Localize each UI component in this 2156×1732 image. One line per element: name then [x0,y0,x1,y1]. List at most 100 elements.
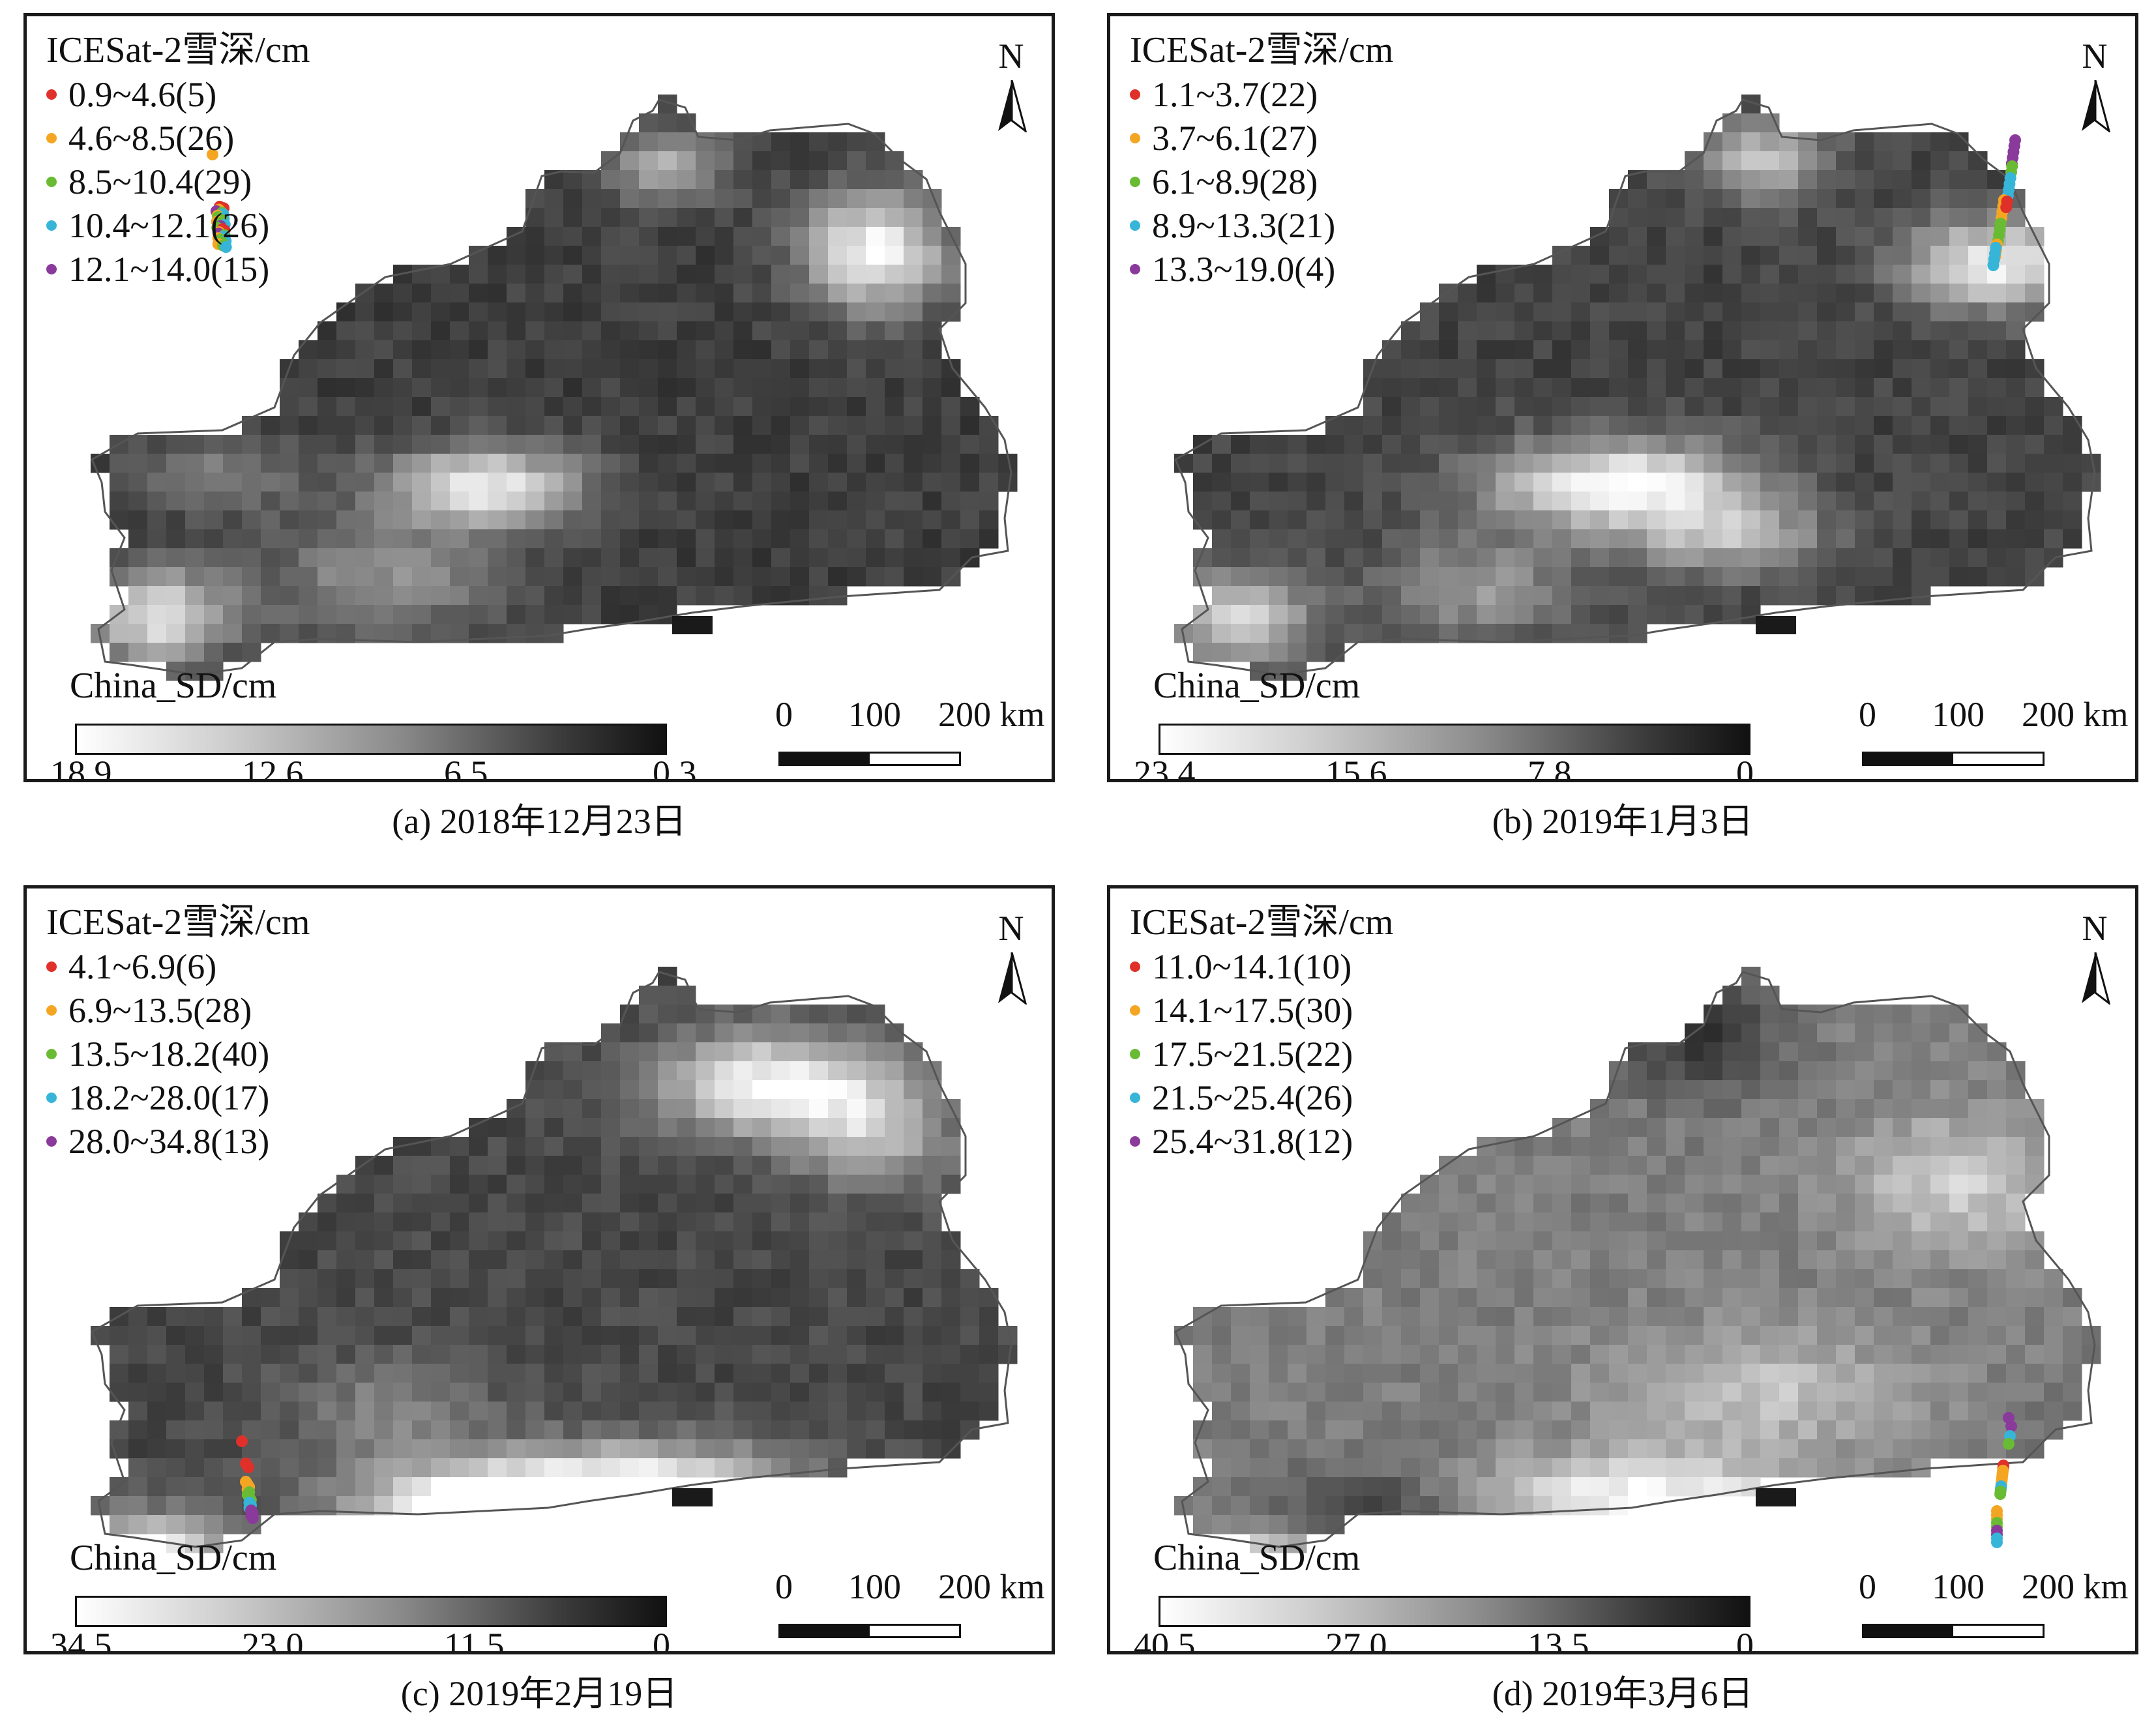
raster-cell [790,454,810,473]
raster-cell [507,321,526,341]
raster-cell [790,1326,810,1345]
raster-cell [431,529,450,549]
raster-cell [752,1137,772,1156]
raster-cell [1344,510,1364,530]
raster-cell [1231,1326,1250,1345]
colorbar [75,1596,667,1627]
raster-cell [1609,284,1629,303]
region-boundary [91,971,1012,1548]
raster-cell [1496,1420,1515,1440]
raster-cell [299,1383,318,1402]
raster-cell [1590,1402,1610,1421]
raster-cell [1382,435,1402,454]
track-point-red [236,1435,248,1447]
raster-cell [1704,529,1723,549]
raster-cell [374,1212,394,1232]
raster-cell [658,435,677,454]
raster-cell [488,1439,507,1459]
raster-cell [2025,1307,2045,1327]
legend-label: 11.0~14.1(10) [1152,947,1352,986]
raster-cell [1231,1307,1250,1327]
raster-cell [488,302,507,322]
raster-cell [1930,1156,1950,1175]
raster-cell [147,1477,167,1497]
raster-cell [696,1326,715,1345]
raster-cell [488,492,507,511]
raster-cell [1458,284,1477,303]
raster-cell [1817,397,1837,417]
raster-cell [488,567,507,587]
raster-cell [582,1402,602,1421]
raster-cell [1912,359,1931,379]
raster-cell [374,1288,394,1308]
raster-cell [1647,189,1666,209]
raster-cell [752,473,772,492]
raster-cell [715,227,734,246]
raster-cell [1685,1326,1704,1345]
raster-cell [166,1402,186,1421]
raster-cell [317,1212,337,1232]
raster-cell [1496,1212,1515,1232]
raster-cell [412,1477,432,1497]
raster-cell [923,567,942,587]
raster-cell [1685,284,1704,303]
raster-cell [1760,1364,1780,1383]
raster-cell [280,397,299,417]
raster-cell [639,548,658,568]
raster-cell [525,302,545,322]
raster-cell [1722,1099,1742,1119]
raster-cell [1685,1250,1704,1270]
raster-cell [355,454,375,473]
raster-cell [1930,1099,1950,1119]
raster-cell [601,1383,621,1402]
raster-cell [941,435,961,454]
track-point-red [243,1461,254,1473]
raster-cell [904,1175,923,1194]
raster-cell [1514,1458,1534,1478]
raster-cell [923,473,942,492]
raster-cell [771,1383,791,1402]
raster-cell [658,321,677,341]
raster-cell [1817,1080,1837,1100]
raster-cell [1496,1439,1515,1459]
raster-cell [696,1099,715,1119]
raster-cell [904,359,923,379]
raster-cell [563,1137,583,1156]
raster-cell [1968,1080,1988,1100]
track-point-orange [207,149,218,160]
raster-cell [1363,510,1383,530]
raster-cell [1741,435,1761,454]
raster-cell [960,510,980,530]
raster-cell [1798,1042,1818,1062]
raster-cell [601,208,621,228]
raster-cell [469,1420,488,1440]
raster-cell [1930,454,1950,473]
raster-cell [677,1042,696,1062]
raster-cell [1817,1061,1837,1081]
raster-cell [355,302,375,322]
raster-cell [1666,1250,1685,1270]
raster-cell [110,510,129,530]
raster-cell [1760,1061,1780,1081]
raster-cell [242,624,261,643]
raster-cell [1874,340,1893,360]
raster-cell [1817,1175,1837,1194]
raster-cell [1874,189,1893,209]
raster-cell [1817,1364,1837,1383]
raster-cell [696,1061,715,1081]
raster-cell [1779,548,1799,568]
raster-cell [1250,1496,1269,1516]
raster-cell [469,340,488,360]
raster-cell [412,454,432,473]
raster-cell [1382,340,1402,360]
raster-cell [1552,473,1572,492]
raster-cell [1704,1042,1723,1062]
raster-cell [1401,492,1421,511]
raster-cell [790,548,810,568]
raster-cell [1930,492,1950,511]
legend-dot-red [1130,89,1140,100]
raster-cell [1269,624,1288,643]
raster-cell [1949,492,1969,511]
raster-cell [923,1364,942,1383]
raster-cell [847,1364,866,1383]
